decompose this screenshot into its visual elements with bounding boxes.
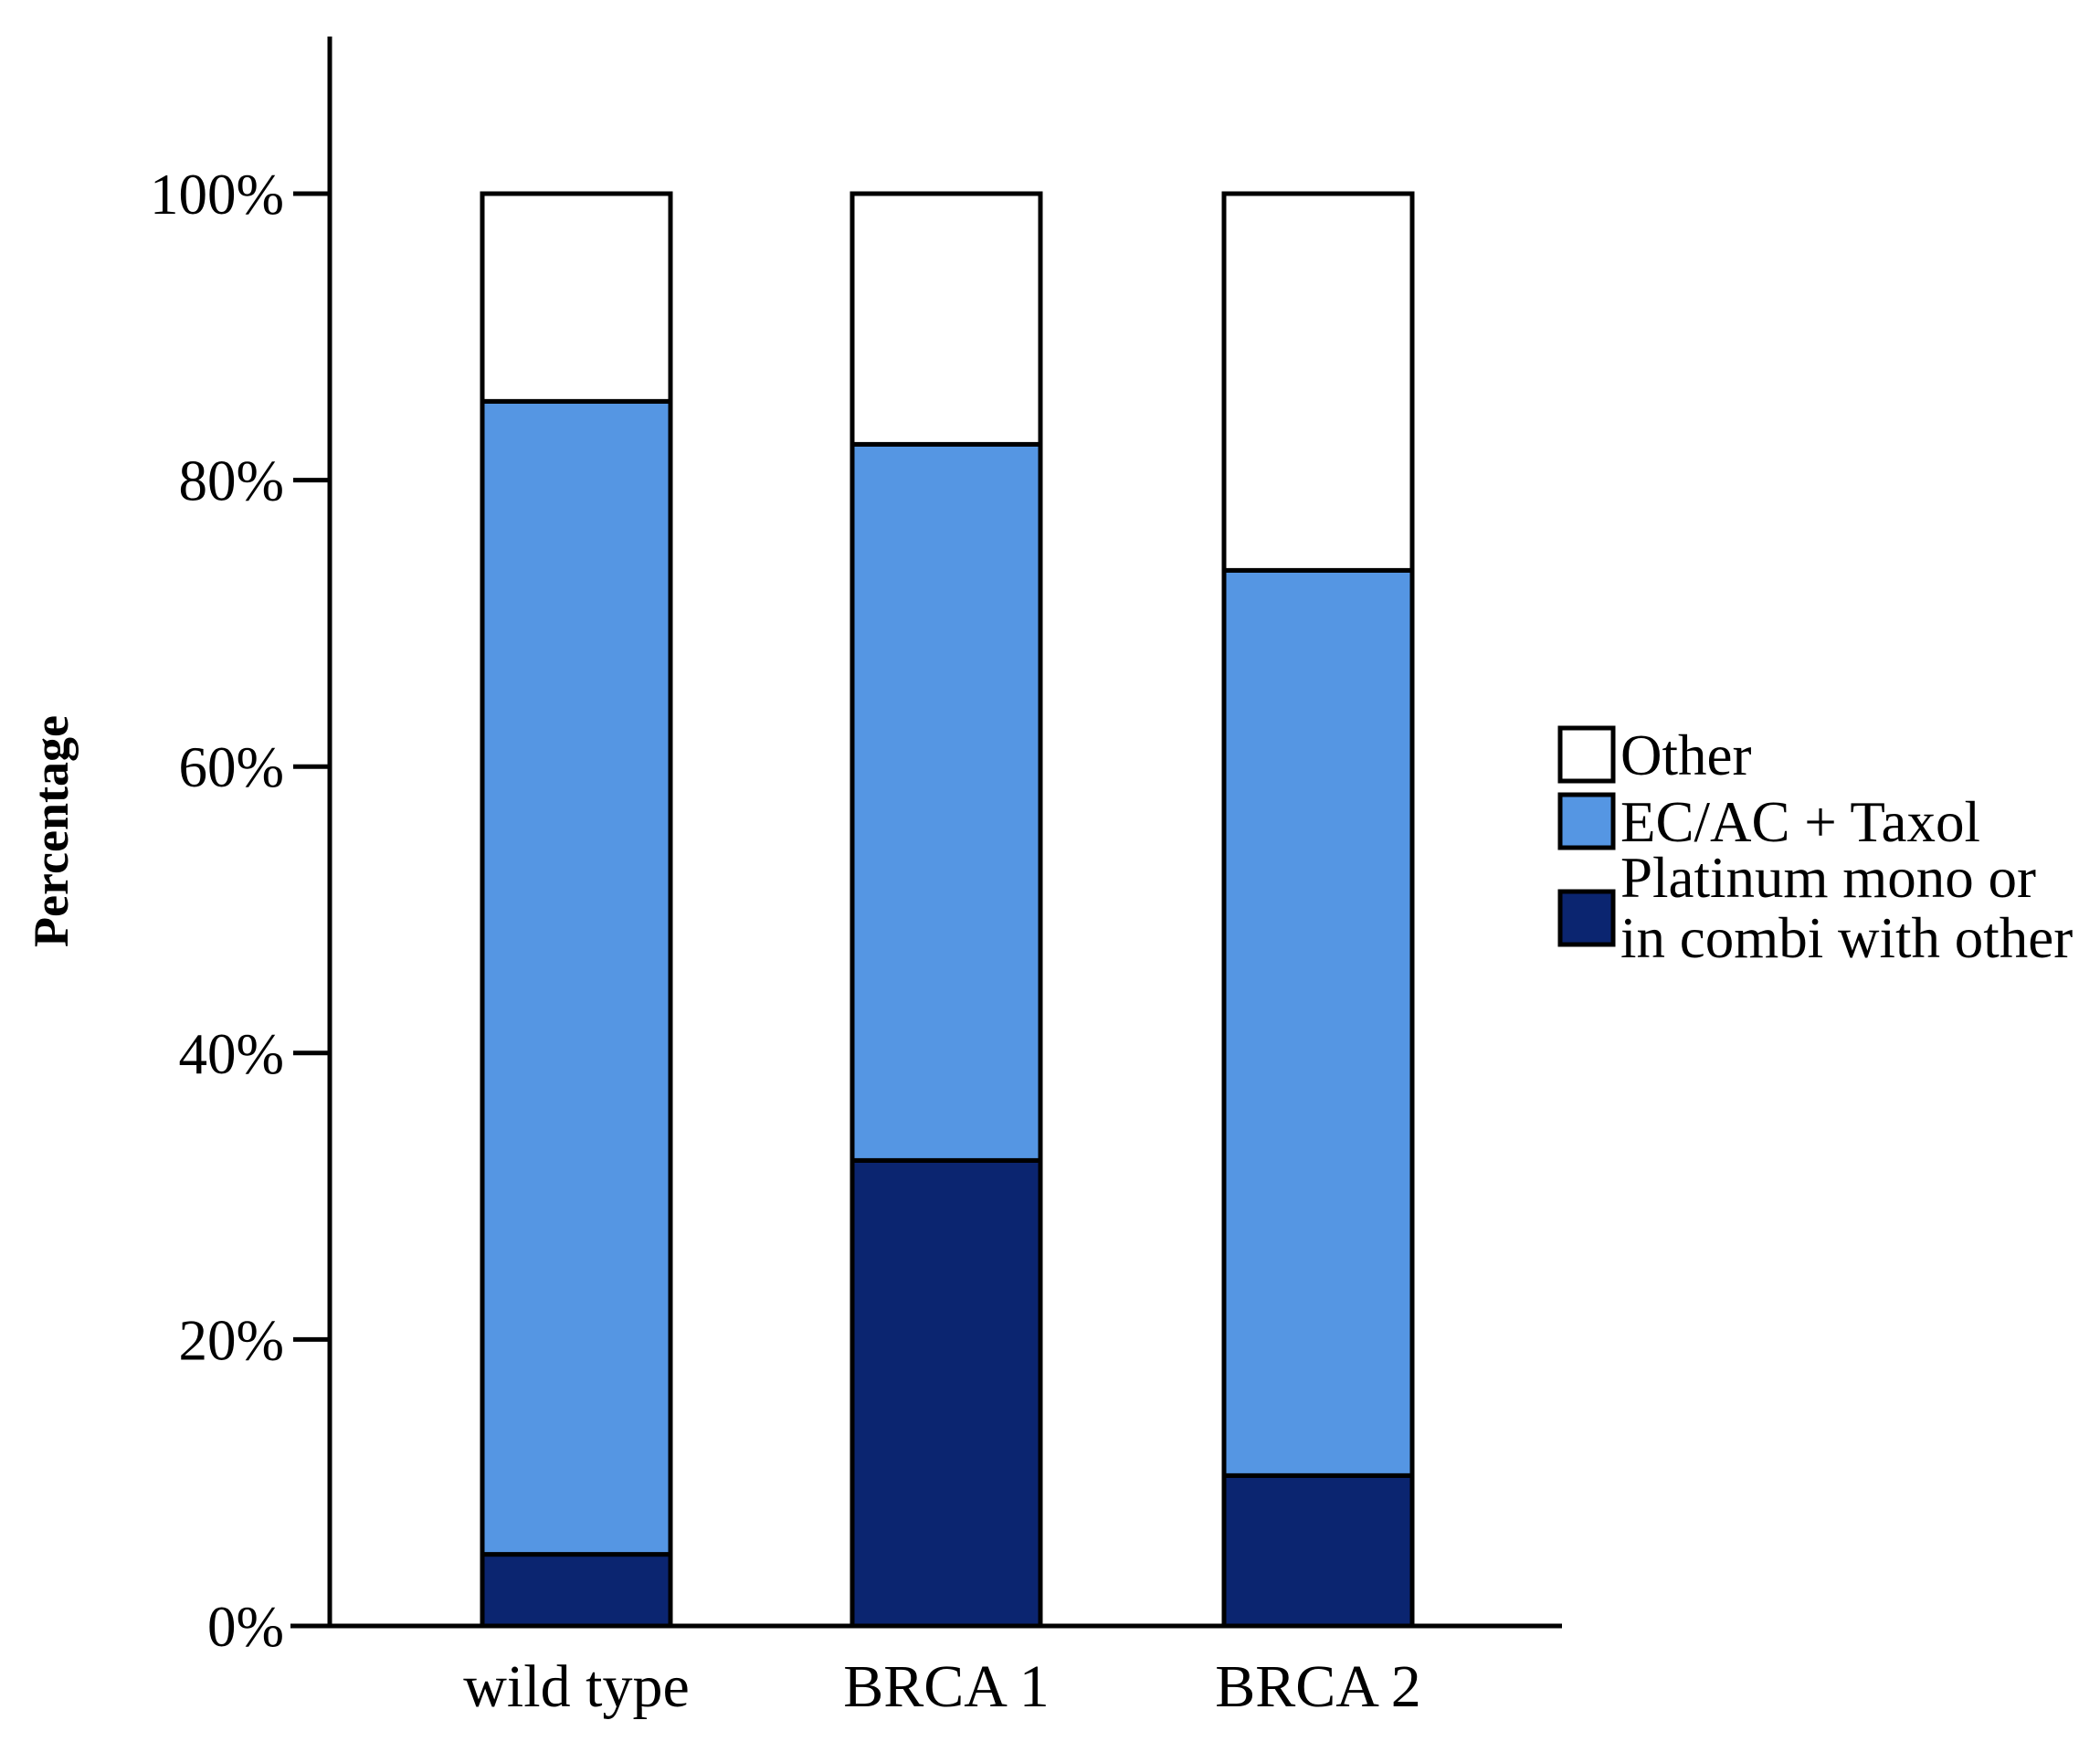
bar-wild-type-ec-ac-taxol: [480, 398, 673, 1557]
y-tick-label-5: 100%: [150, 163, 284, 227]
x-tick-label-brca-1: BRCA 1: [843, 1653, 1050, 1720]
x-tick-label-brca-2: BRCA 2: [1215, 1653, 1421, 1720]
legend-swatch-platinum-mono-or-in-combi-with-other: [1557, 889, 1616, 947]
bar-brca-2-ec-ac-taxol: [1221, 567, 1415, 1478]
legend-label-line: EC/AC + Taxol: [1620, 790, 1980, 854]
legend-label-line: in combi with other: [1620, 906, 2073, 970]
x-tick-label-wild-type: wild type: [463, 1653, 689, 1720]
bar-wild-type-other: [480, 191, 673, 404]
bar-brca-1-ec-ac-taxol: [849, 441, 1043, 1163]
bar-brca-1-platinum-mono-or-in-combi-with-other: [849, 1157, 1043, 1629]
legend-label-other: Other: [1620, 723, 1751, 787]
y-tick-label-3: 60%: [179, 735, 284, 799]
y-tick-label-1: 20%: [179, 1308, 284, 1372]
legend-swatch-other: [1557, 725, 1616, 784]
bar-wild-type-platinum-mono-or-in-combi-with-other: [480, 1552, 673, 1629]
y-axis-title: Percentage: [24, 715, 79, 947]
y-axis-ticks: 0% 20% 40% 60% 80% 100%: [150, 163, 330, 1659]
y-tick-label-2: 40%: [179, 1022, 284, 1086]
legend-label-line: Other: [1620, 723, 1751, 787]
y-tick-label-4: 80%: [179, 449, 284, 513]
x-axis-category-labels: wild type BRCA 1 BRCA 2: [463, 1653, 1421, 1720]
legend-label-platinum-mono-or-in-combi-with-other: Platinum mono or in combi with other: [1620, 846, 2073, 970]
y-tick-label-0: 0%: [207, 1595, 284, 1659]
legend-swatch-ec-ac-taxol: [1557, 792, 1616, 850]
bar-stacks: [480, 191, 1415, 1629]
legend-label-ec-ac-taxol: EC/AC + Taxol: [1620, 790, 1980, 854]
legend-label-line: Platinum mono or: [1620, 846, 2036, 910]
bar-brca-2-platinum-mono-or-in-combi-with-other: [1221, 1472, 1415, 1629]
bar-brca-2-other: [1221, 191, 1415, 573]
bar-brca-1-other: [849, 191, 1043, 447]
